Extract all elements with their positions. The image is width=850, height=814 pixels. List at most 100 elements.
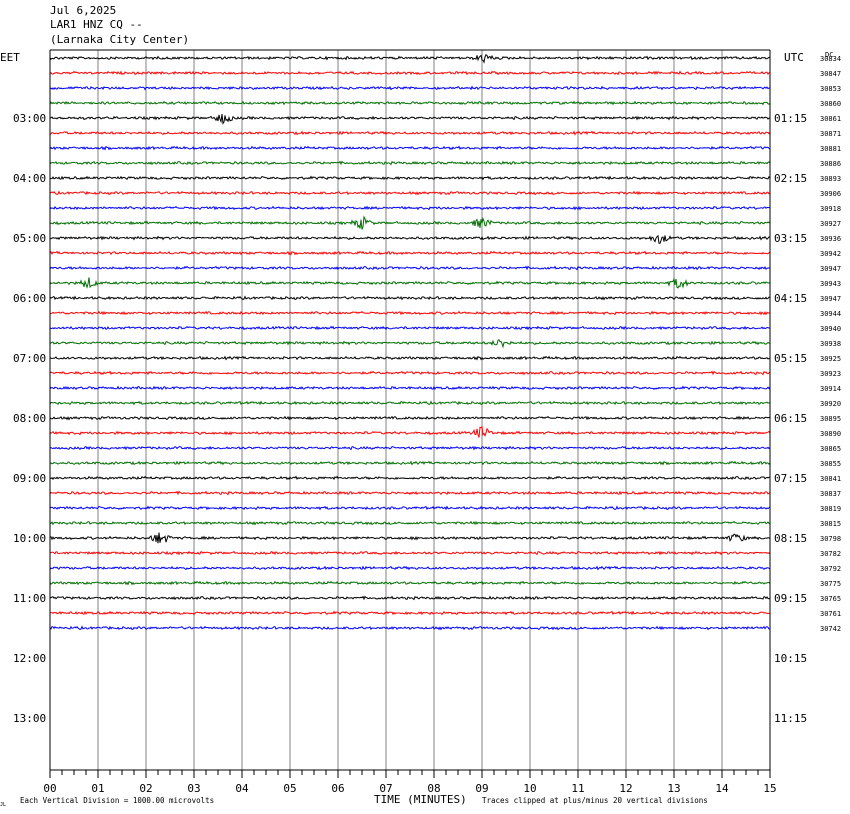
dc-offset-label: 30861 (820, 115, 841, 123)
seismic-trace (49, 550, 771, 556)
seismic-traces (49, 54, 771, 631)
dc-offset-label: 30834 (820, 55, 841, 63)
x-tick-label: 03 (187, 782, 200, 795)
dc-offset-label: 30947 (820, 265, 841, 273)
dc-offset-label: 30742 (820, 625, 841, 633)
seismic-trace (49, 277, 771, 289)
x-axis-title: TIME (MINUTES) (374, 793, 467, 806)
seismic-trace (49, 610, 771, 616)
seismic-trace (49, 250, 771, 256)
dc-offset-label: 30819 (820, 505, 841, 513)
x-tick-label: 06 (331, 782, 344, 795)
seismic-trace (49, 160, 771, 166)
right-hour-label: 05:15 (774, 352, 807, 365)
dc-label: DC (825, 51, 833, 59)
seismic-trace (49, 505, 771, 511)
x-tick-label: 11 (571, 782, 584, 795)
dc-offset-label: 30942 (820, 250, 841, 258)
seismic-trace (49, 100, 771, 106)
left-hour-label: 07:00 (13, 352, 46, 365)
x-tick-label: 13 (667, 782, 680, 795)
right-hour-label: 11:15 (774, 712, 807, 725)
dc-offset-label: 30837 (820, 490, 841, 498)
seismic-trace (49, 532, 771, 544)
right-hour-label: 04:15 (774, 292, 807, 305)
left-hour-label: 08:00 (13, 412, 46, 425)
seismic-trace (49, 385, 771, 391)
dc-offset-label: 30940 (820, 325, 841, 333)
left-hour-label: 03:00 (13, 112, 46, 125)
x-tick-label: 10 (523, 782, 536, 795)
dc-offset-label: 30927 (820, 220, 841, 228)
dc-offset-label: 30847 (820, 70, 841, 78)
dc-offset-label: 30865 (820, 445, 841, 453)
clip-note: Traces clipped at plus/minus 20 vertical… (482, 796, 708, 805)
seismic-trace (49, 145, 771, 151)
x-tick-label: 07 (379, 782, 392, 795)
seismic-trace (49, 325, 771, 331)
left-hour-label: 10:00 (13, 532, 46, 545)
seismic-trace (49, 625, 771, 631)
dc-offset-label: 30906 (820, 190, 841, 198)
plot-labels: EET UTC DC TIME (MINUTES) Each Vertical … (0, 51, 841, 808)
seismic-trace (49, 400, 771, 406)
dc-offset-label: 30893 (820, 175, 841, 183)
x-tick-label: 14 (715, 782, 729, 795)
right-hour-label: 06:15 (774, 412, 807, 425)
header-location: (Larnaka City Center) (50, 33, 190, 46)
dc-offset-label: 30815 (820, 520, 841, 528)
x-tick-label: 12 (619, 782, 632, 795)
dc-offset-label: 30923 (820, 370, 841, 378)
dc-offset-label: 30841 (820, 475, 841, 483)
dc-offset-label: 30944 (820, 310, 841, 318)
seismic-trace (49, 580, 771, 586)
seismic-trace (49, 265, 771, 271)
seismic-trace (49, 355, 771, 361)
x-tick-label: 02 (139, 782, 152, 795)
seismic-trace (49, 190, 771, 196)
seismic-trace (49, 425, 771, 438)
right-hour-label: 01:15 (774, 112, 807, 125)
plot-frame (49, 49, 771, 778)
dc-offset-label: 30860 (820, 100, 841, 108)
seismic-trace (49, 85, 771, 91)
dc-offset-label: 30925 (820, 355, 841, 363)
x-tick-label: 05 (283, 782, 296, 795)
seismic-trace (49, 370, 771, 376)
x-tick-label: 08 (427, 782, 440, 795)
x-tick-label: 00 (43, 782, 56, 795)
dc-offset-label: 30792 (820, 565, 841, 573)
seismic-trace (49, 114, 771, 125)
dc-offset-label: 30765 (820, 595, 841, 603)
right-hour-label: 10:15 (774, 652, 807, 665)
seismic-trace (49, 175, 771, 181)
seismic-trace (49, 460, 771, 466)
dc-offset-label: 30886 (820, 160, 841, 168)
seismic-trace (49, 70, 771, 76)
right-timezone-label: UTC (784, 51, 804, 64)
left-hour-label: 12:00 (13, 652, 46, 665)
seismic-trace (49, 215, 771, 230)
seismic-trace (49, 475, 771, 481)
dc-offset-label: 30871 (820, 130, 841, 138)
x-tick-label: 01 (91, 782, 104, 795)
left-hour-label: 06:00 (13, 292, 46, 305)
seismic-trace (49, 339, 771, 349)
dc-offset-label: 30943 (820, 280, 841, 288)
right-hour-label: 07:15 (774, 472, 807, 485)
seismic-trace (49, 130, 771, 136)
scale-note: Each Vertical Division = 1000.00 microvo… (20, 796, 214, 805)
dc-offset-label: 30947 (820, 295, 841, 303)
x-tick-label: 15 (763, 782, 776, 795)
dc-offset-label: 30918 (820, 205, 841, 213)
seismic-trace (49, 234, 771, 244)
header-station: LAR1 HNZ CQ -- (50, 18, 143, 31)
seismic-trace (49, 490, 771, 496)
left-hour-label: 13:00 (13, 712, 46, 725)
right-hour-label: 08:15 (774, 532, 807, 545)
right-hour-label: 03:15 (774, 232, 807, 245)
dc-offset-label: 30775 (820, 580, 841, 588)
dc-offset-label: 30920 (820, 400, 841, 408)
dc-offset-label: 30798 (820, 535, 841, 543)
